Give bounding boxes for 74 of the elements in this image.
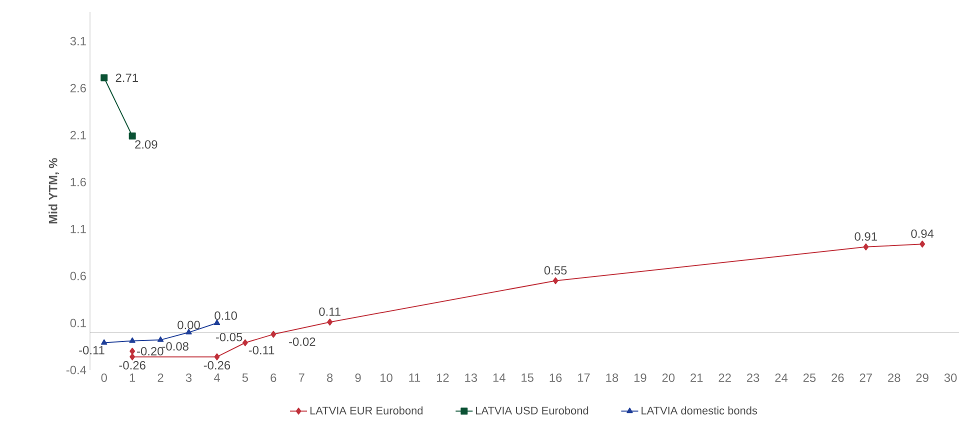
y-tick-label: 3.1	[70, 36, 86, 46]
data-label: -0.26	[119, 361, 146, 370]
x-tick-label: 2	[158, 374, 164, 382]
x-tick-label: 8	[327, 374, 333, 382]
point	[157, 336, 164, 342]
data-label: 0.94	[911, 229, 934, 238]
x-tick-label: 20	[662, 374, 675, 382]
y-tick-label: 2.6	[70, 84, 86, 92]
point	[327, 318, 333, 326]
x-tick-label: 3	[186, 374, 192, 382]
point	[863, 243, 869, 250]
x-tick-label: 28	[888, 374, 900, 382]
data-label: -0.11	[79, 346, 104, 354]
point	[214, 320, 220, 326]
x-tick-label: 18	[606, 374, 618, 382]
y-tick-label: 0.6	[70, 272, 86, 280]
data-label: 2.09	[135, 140, 158, 149]
point	[242, 339, 248, 346]
x-tick-label: 30	[944, 374, 957, 382]
y-tick-label: 0.1	[70, 318, 86, 328]
x-tick-label: 6	[270, 374, 276, 382]
data-label: 0.55	[544, 266, 567, 275]
x-tick-label: 17	[578, 374, 590, 382]
point	[552, 277, 558, 284]
x-tick-label: 16	[550, 374, 562, 382]
data-label: -0.08	[162, 342, 188, 351]
legend-label: LATVIA EUR Eurobond	[310, 406, 423, 414]
data-label: 2.71	[116, 74, 138, 82]
x-tick-label: 29	[916, 374, 928, 382]
x-tick-label: 22	[718, 374, 731, 382]
data-label: 0.91	[854, 232, 877, 241]
x-tick-label: 5	[242, 374, 248, 382]
legend-label: LATVIA USD Eurobond	[476, 406, 588, 414]
x-tick-label: 12	[436, 374, 449, 382]
point	[129, 337, 136, 343]
point	[128, 132, 136, 140]
legend-label: LATVIA domestic bonds	[642, 406, 758, 414]
x-tick-label: 27	[860, 374, 872, 382]
data-label: 0.10	[214, 311, 237, 320]
point	[101, 339, 108, 345]
x-tick-label: 25	[803, 374, 816, 382]
x-tick-label: 21	[690, 374, 703, 382]
x-tick-label: 23	[746, 374, 760, 382]
point	[214, 353, 220, 360]
x-tick-label: 11	[409, 374, 420, 382]
y-tick-label: -0.4	[66, 366, 86, 374]
x-tick-label: 14	[493, 374, 506, 382]
x-tick-label: 13	[465, 374, 478, 382]
x-tick-label: 15	[522, 374, 534, 382]
data-label: 0.00	[178, 320, 200, 330]
point	[130, 353, 136, 360]
x-tick-label: 10	[380, 374, 392, 382]
x-tick-label: 7	[298, 374, 304, 382]
data-label: -0.20	[137, 346, 164, 356]
point	[130, 348, 136, 355]
x-tick-label: 0	[101, 374, 107, 382]
data-label: -0.11	[248, 346, 274, 354]
y-tick-label: 1.6	[70, 178, 86, 186]
y-axis-title: Mid YTM, %	[48, 158, 60, 224]
x-tick-label: 9	[355, 374, 361, 382]
y-tick-label: 2.1	[70, 130, 86, 140]
data-label: -0.02	[289, 337, 316, 346]
data-label: 0.11	[319, 307, 340, 316]
data-label: -0.26	[204, 361, 230, 370]
x-tick-label: 24	[775, 374, 788, 382]
x-tick-label: 1	[130, 374, 136, 382]
point	[100, 74, 108, 82]
point	[270, 330, 276, 338]
annotation: -0.05	[216, 332, 242, 342]
x-tick-label: 26	[832, 374, 844, 382]
x-tick-label: 19	[634, 374, 646, 382]
y-tick-label: 1.1	[70, 224, 86, 234]
x-tick-label: 4	[214, 374, 220, 382]
point	[920, 240, 926, 248]
